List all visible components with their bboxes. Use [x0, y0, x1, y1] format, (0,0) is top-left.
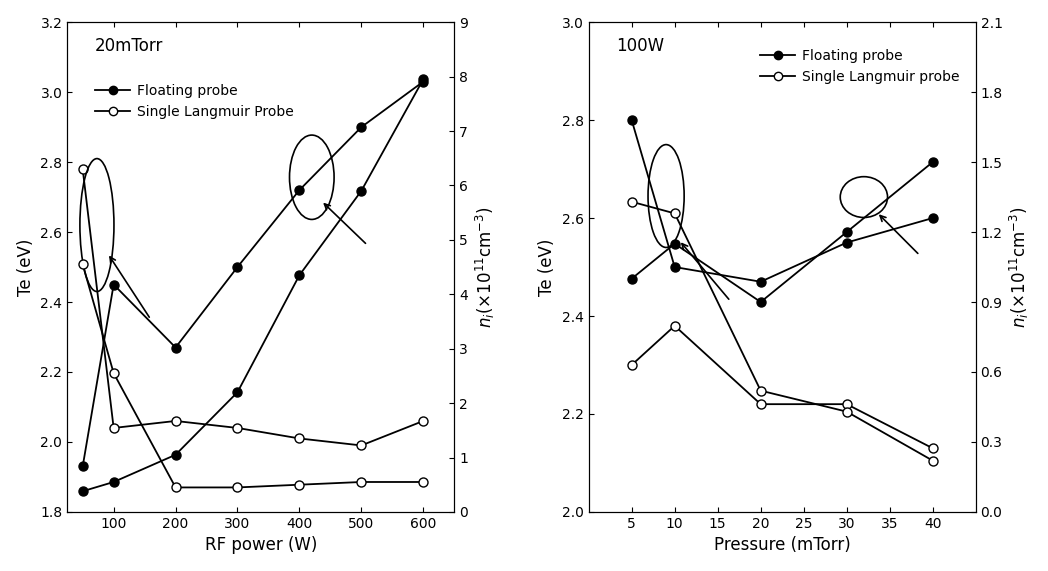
- Y-axis label: Te (eV): Te (eV): [539, 238, 556, 296]
- Y-axis label: Te (eV): Te (eV): [17, 238, 35, 296]
- X-axis label: RF power (W): RF power (W): [204, 536, 316, 554]
- Legend: Floating probe, Single Langmuir probe: Floating probe, Single Langmuir probe: [755, 44, 965, 90]
- Y-axis label: $n_i$($\times$10$^{11}$cm$^{-3}$): $n_i$($\times$10$^{11}$cm$^{-3}$): [1008, 206, 1031, 328]
- X-axis label: Pressure (mTorr): Pressure (mTorr): [714, 536, 851, 554]
- Y-axis label: $n_i$($\times$10$^{11}$cm$^{-3}$): $n_i$($\times$10$^{11}$cm$^{-3}$): [474, 206, 497, 328]
- Text: 100W: 100W: [616, 37, 663, 55]
- Text: 20mTorr: 20mTorr: [94, 37, 162, 55]
- Legend: Floating probe, Single Langmuir Probe: Floating probe, Single Langmuir Probe: [90, 78, 299, 124]
